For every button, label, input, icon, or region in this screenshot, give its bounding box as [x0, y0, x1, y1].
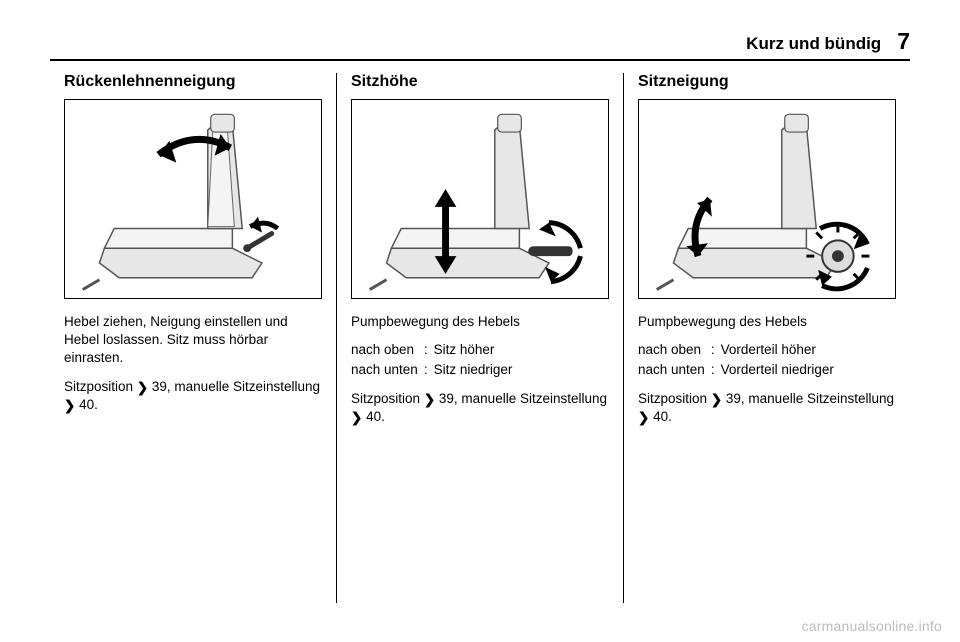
table-cell: Vorderteil höher: [721, 341, 896, 359]
table-cell: :: [424, 341, 428, 359]
ref-page: 40.: [653, 409, 672, 424]
table-cell: Vorderteil niedriger: [721, 361, 896, 379]
ref-text: Sitzposition: [638, 391, 707, 406]
column-rueckenlehnenneigung: Rückenlehnenneigung: [50, 73, 336, 603]
paragraph: Hebel ziehen, Neigung einstellen und Heb…: [64, 313, 322, 368]
table-cell: :: [711, 361, 715, 379]
column-sitzhoehe: Sitzhöhe: [336, 73, 623, 603]
ref-text: , manuelle Sitzeinstellung: [454, 391, 607, 406]
section-title: Rückenlehnenneigung: [64, 73, 322, 91]
cross-reference: Sitzposition ❯ 39, manuelle Sitzeinstell…: [64, 378, 322, 414]
ref-text: , manuelle Sitzeinstellung: [741, 391, 894, 406]
table-cell: nach unten: [351, 361, 418, 379]
ref-icon: ❯: [64, 397, 75, 415]
ref-page: 39: [152, 379, 167, 394]
ref-page: 40.: [366, 409, 385, 424]
table-cell: nach unten: [638, 361, 705, 379]
direction-table: nach oben : Vorderteil höher nach unten …: [638, 341, 896, 379]
table-cell: Sitz niedriger: [434, 361, 609, 379]
content-columns: Rückenlehnenneigung: [50, 73, 910, 603]
ref-icon: ❯: [351, 409, 362, 427]
ref-icon: ❯: [424, 391, 435, 409]
illustration-seat-height: [351, 99, 609, 299]
section-title: Sitzneigung: [638, 73, 896, 91]
ref-text: , manuelle Sitzeinstellung: [167, 379, 320, 394]
section-title: Sitzhöhe: [351, 73, 609, 91]
ref-page: 39: [439, 391, 454, 406]
ref-text: Sitzposition: [351, 391, 420, 406]
table-cell: nach oben: [351, 341, 418, 359]
ref-page: 40.: [79, 397, 98, 412]
illustration-seat-tilt: [638, 99, 896, 299]
cross-reference: Sitzposition ❯ 39, manuelle Sitzeinstell…: [351, 390, 609, 426]
table-cell: :: [424, 361, 428, 379]
ref-page: 39: [726, 391, 741, 406]
direction-table: nach oben : Sitz höher nach unten : Sitz…: [351, 341, 609, 379]
intro-text: Pumpbewegung des Hebels: [351, 313, 609, 331]
page-header: Kurz und bündig 7: [50, 28, 910, 61]
table-cell: :: [711, 341, 715, 359]
watermark: carmanualsonline.info: [802, 618, 942, 634]
table-cell: Sitz höher: [434, 341, 609, 359]
table-cell: nach oben: [638, 341, 705, 359]
intro-text: Pumpbewegung des Hebels: [638, 313, 896, 331]
ref-text: Sitzposition: [64, 379, 133, 394]
ref-icon: ❯: [137, 379, 148, 397]
page-number: 7: [897, 28, 910, 55]
illustration-backrest-tilt: [64, 99, 322, 299]
column-sitzneigung: Sitzneigung: [623, 73, 910, 603]
ref-icon: ❯: [711, 391, 722, 409]
ref-icon: ❯: [638, 409, 649, 427]
cross-reference: Sitzposition ❯ 39, manuelle Sitzeinstell…: [638, 390, 896, 426]
chapter-title: Kurz und bündig: [746, 34, 881, 54]
